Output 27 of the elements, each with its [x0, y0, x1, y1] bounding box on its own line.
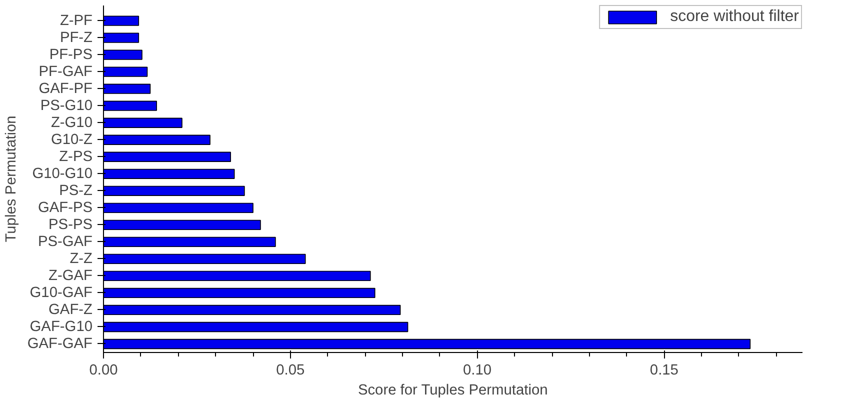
y-tick-label: Z-GAF — [48, 268, 93, 284]
y-tick-label: GAF-Z — [48, 302, 93, 318]
y-tick-label: Z-PS — [59, 148, 93, 165]
x-tick-label: 0.10 — [463, 362, 492, 378]
legend-label: score without filter — [670, 8, 799, 26]
y-tick-label: GAF-G10 — [30, 318, 93, 335]
y-tick-label: PS-GAF — [38, 234, 93, 250]
y-tick-label: Z-PF — [60, 12, 93, 29]
y-axis-title: Tuples Permutation — [3, 116, 20, 242]
x-axis-title: Score for Tuples Permutation — [358, 382, 548, 398]
y-tick-label: PF-GAF — [38, 64, 93, 80]
y-tick-label: GAF-PF — [38, 80, 93, 97]
y-tick-label: G10-GAF — [30, 284, 93, 301]
y-tick-label: PF-Z — [60, 30, 93, 46]
x-tick-label: 0.05 — [276, 362, 305, 378]
y-tick-label: PS-G10 — [40, 98, 93, 114]
y-tick-label: PF-PS — [49, 46, 93, 63]
y-tick-label: PS-PS — [48, 216, 93, 233]
y-tick-label: G10-G10 — [32, 166, 93, 182]
y-tick-label: Z-Z — [70, 250, 93, 267]
y-tick-label: GAF-PS — [38, 200, 93, 216]
y-tick-label: G10-Z — [50, 132, 93, 148]
x-tick-label: 0.15 — [650, 362, 678, 378]
y-tick-label: GAF-GAF — [27, 336, 93, 352]
x-tick-label: 0.00 — [89, 362, 118, 378]
y-tick-label: PS-Z — [59, 182, 93, 199]
y-tick-label: Z-G10 — [50, 114, 93, 131]
